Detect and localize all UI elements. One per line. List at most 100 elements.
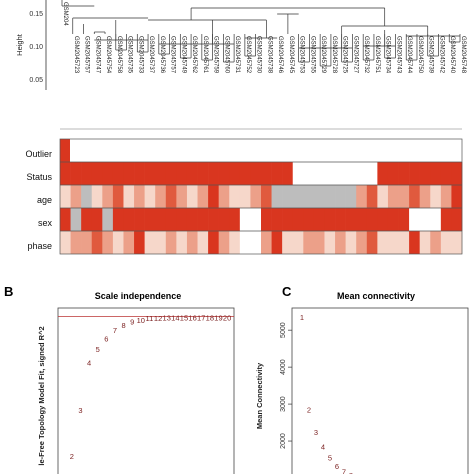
trait-cell-3-12: [186, 208, 198, 231]
trait-cell-0-1: [70, 139, 82, 162]
leaf-label-37: GSM2045748: [460, 36, 466, 74]
trait-cell-3-21: [282, 208, 294, 231]
trait-cell-2-25: [324, 185, 336, 208]
trait-cell-4-18: [250, 231, 262, 254]
trait-cell-3-4: [102, 208, 114, 231]
trait-cell-2-35: [430, 185, 442, 208]
trait-cell-3-2: [81, 208, 93, 231]
panel-b-point-7: 7: [113, 326, 117, 335]
trait-cell-2-17: [239, 185, 251, 208]
trait-cell-2-26: [335, 185, 346, 208]
trait-cell-2-10: [165, 185, 177, 208]
trait-cell-3-18: [250, 208, 262, 231]
trait-cell-3-17: [239, 208, 251, 231]
trait-cell-1-6: [123, 162, 135, 185]
sample-dendrogram: [61, 0, 461, 67]
leaf-label-15: GSM2045760: [223, 36, 229, 74]
panel-c-ytick-2: 3000: [280, 396, 287, 412]
trait-cell-2-30: [377, 185, 389, 208]
trait-cell-4-9: [155, 231, 167, 254]
trait-cell-2-14: [208, 185, 219, 208]
trait-cell-0-32: [398, 139, 410, 162]
trait-cell-3-20: [271, 208, 283, 231]
trait-cell-3-23: [303, 208, 315, 231]
trait-cell-4-27: [345, 231, 357, 254]
panel-b-point-20: 20: [223, 313, 231, 322]
trait-cell-3-28: [356, 208, 368, 231]
trait-cell-2-11: [176, 185, 188, 208]
trait-cell-3-11: [176, 208, 188, 231]
trait-row-labels: Outlier Status age sex phase: [25, 149, 52, 251]
trait-cell-3-29: [366, 208, 378, 231]
trait-cell-2-13: [197, 185, 209, 208]
panel-c-point-4: 4: [321, 443, 325, 452]
trait-cell-2-3: [91, 185, 103, 208]
trait-cell-4-11: [176, 231, 188, 254]
trait-cell-0-25: [324, 139, 336, 162]
trait-cell-4-21: [282, 231, 294, 254]
panel-b-point-18: 18: [206, 313, 214, 322]
trait-cell-0-2: [81, 139, 93, 162]
trait-cell-1-7: [134, 162, 145, 185]
leaf-label-0: GSM204: [62, 2, 68, 26]
panel-c-ytick-1: 4000: [280, 359, 287, 375]
leaf-label-1: GSM2045723: [73, 36, 79, 74]
leaf-label-23: GSM2045755: [309, 36, 315, 74]
leaf-label-11: GSM2045749: [180, 36, 186, 74]
trait-cell-4-16: [229, 231, 241, 254]
trait-cell-1-28: [356, 162, 368, 185]
panel-c-label: C: [282, 284, 292, 299]
leaf-label-7: GSM2045733: [137, 36, 143, 74]
trait-cell-1-12: [186, 162, 198, 185]
leaf-label-17: GSM2045752: [245, 36, 251, 74]
trait-cell-0-9: [155, 139, 167, 162]
panel-b-point-2: 2: [70, 452, 74, 461]
trait-cell-3-13: [197, 208, 209, 231]
trait-cell-2-24: [313, 185, 325, 208]
panel-b-point-19: 19: [214, 313, 222, 322]
panel-b-point-15: 15: [180, 313, 188, 322]
trait-cell-1-18: [250, 162, 262, 185]
trait-cell-2-9: [155, 185, 167, 208]
leaf-label-34: GSM2045739: [428, 36, 434, 74]
leaf-label-18: GSM2045730: [256, 36, 262, 74]
trait-cell-1-21: [282, 162, 294, 185]
trait-cell-2-0: [60, 185, 71, 208]
trait-cell-0-4: [102, 139, 114, 162]
panel-c-point-8: 8: [349, 471, 353, 474]
trait-cell-1-17: [239, 162, 251, 185]
panel-b-point-9: 9: [130, 318, 134, 327]
trait-cell-2-36: [440, 185, 452, 208]
panel-b-point-13: 13: [163, 313, 171, 322]
trait-cell-0-33: [409, 139, 420, 162]
dendro-ytick-1: 0.10: [29, 44, 43, 51]
leaf-label-13: GSM2045761: [202, 36, 208, 74]
trait-cell-4-5: [112, 231, 124, 254]
trait-cell-0-27: [345, 139, 357, 162]
trait-cell-0-21: [282, 139, 294, 162]
trait-cell-2-1: [70, 185, 82, 208]
trait-cell-4-24: [313, 231, 325, 254]
leaf-label-16: GSM2045731: [234, 36, 240, 74]
leaf-label-28: GSM2045732: [363, 36, 369, 74]
trait-cell-0-24: [313, 139, 325, 162]
trait-cell-0-7: [134, 139, 145, 162]
trait-cell-4-13: [197, 231, 209, 254]
trait-cell-0-0: [60, 139, 70, 162]
trait-cell-0-5: [112, 139, 124, 162]
panel-b-point-4: 4: [87, 358, 91, 367]
panel-b-point-11: 11: [146, 314, 154, 323]
trait-cell-0-19: [261, 139, 272, 162]
trait-cell-2-23: [303, 185, 315, 208]
trait-cell-2-5: [112, 185, 124, 208]
trait-cell-1-35: [430, 162, 442, 185]
trait-cell-1-4: [102, 162, 114, 185]
trait-cell-2-37: [451, 185, 463, 208]
trait-cell-0-37: [451, 139, 463, 162]
trait-cell-2-12: [186, 185, 198, 208]
trait-cell-2-2: [81, 185, 93, 208]
trait-cell-0-26: [335, 139, 346, 162]
